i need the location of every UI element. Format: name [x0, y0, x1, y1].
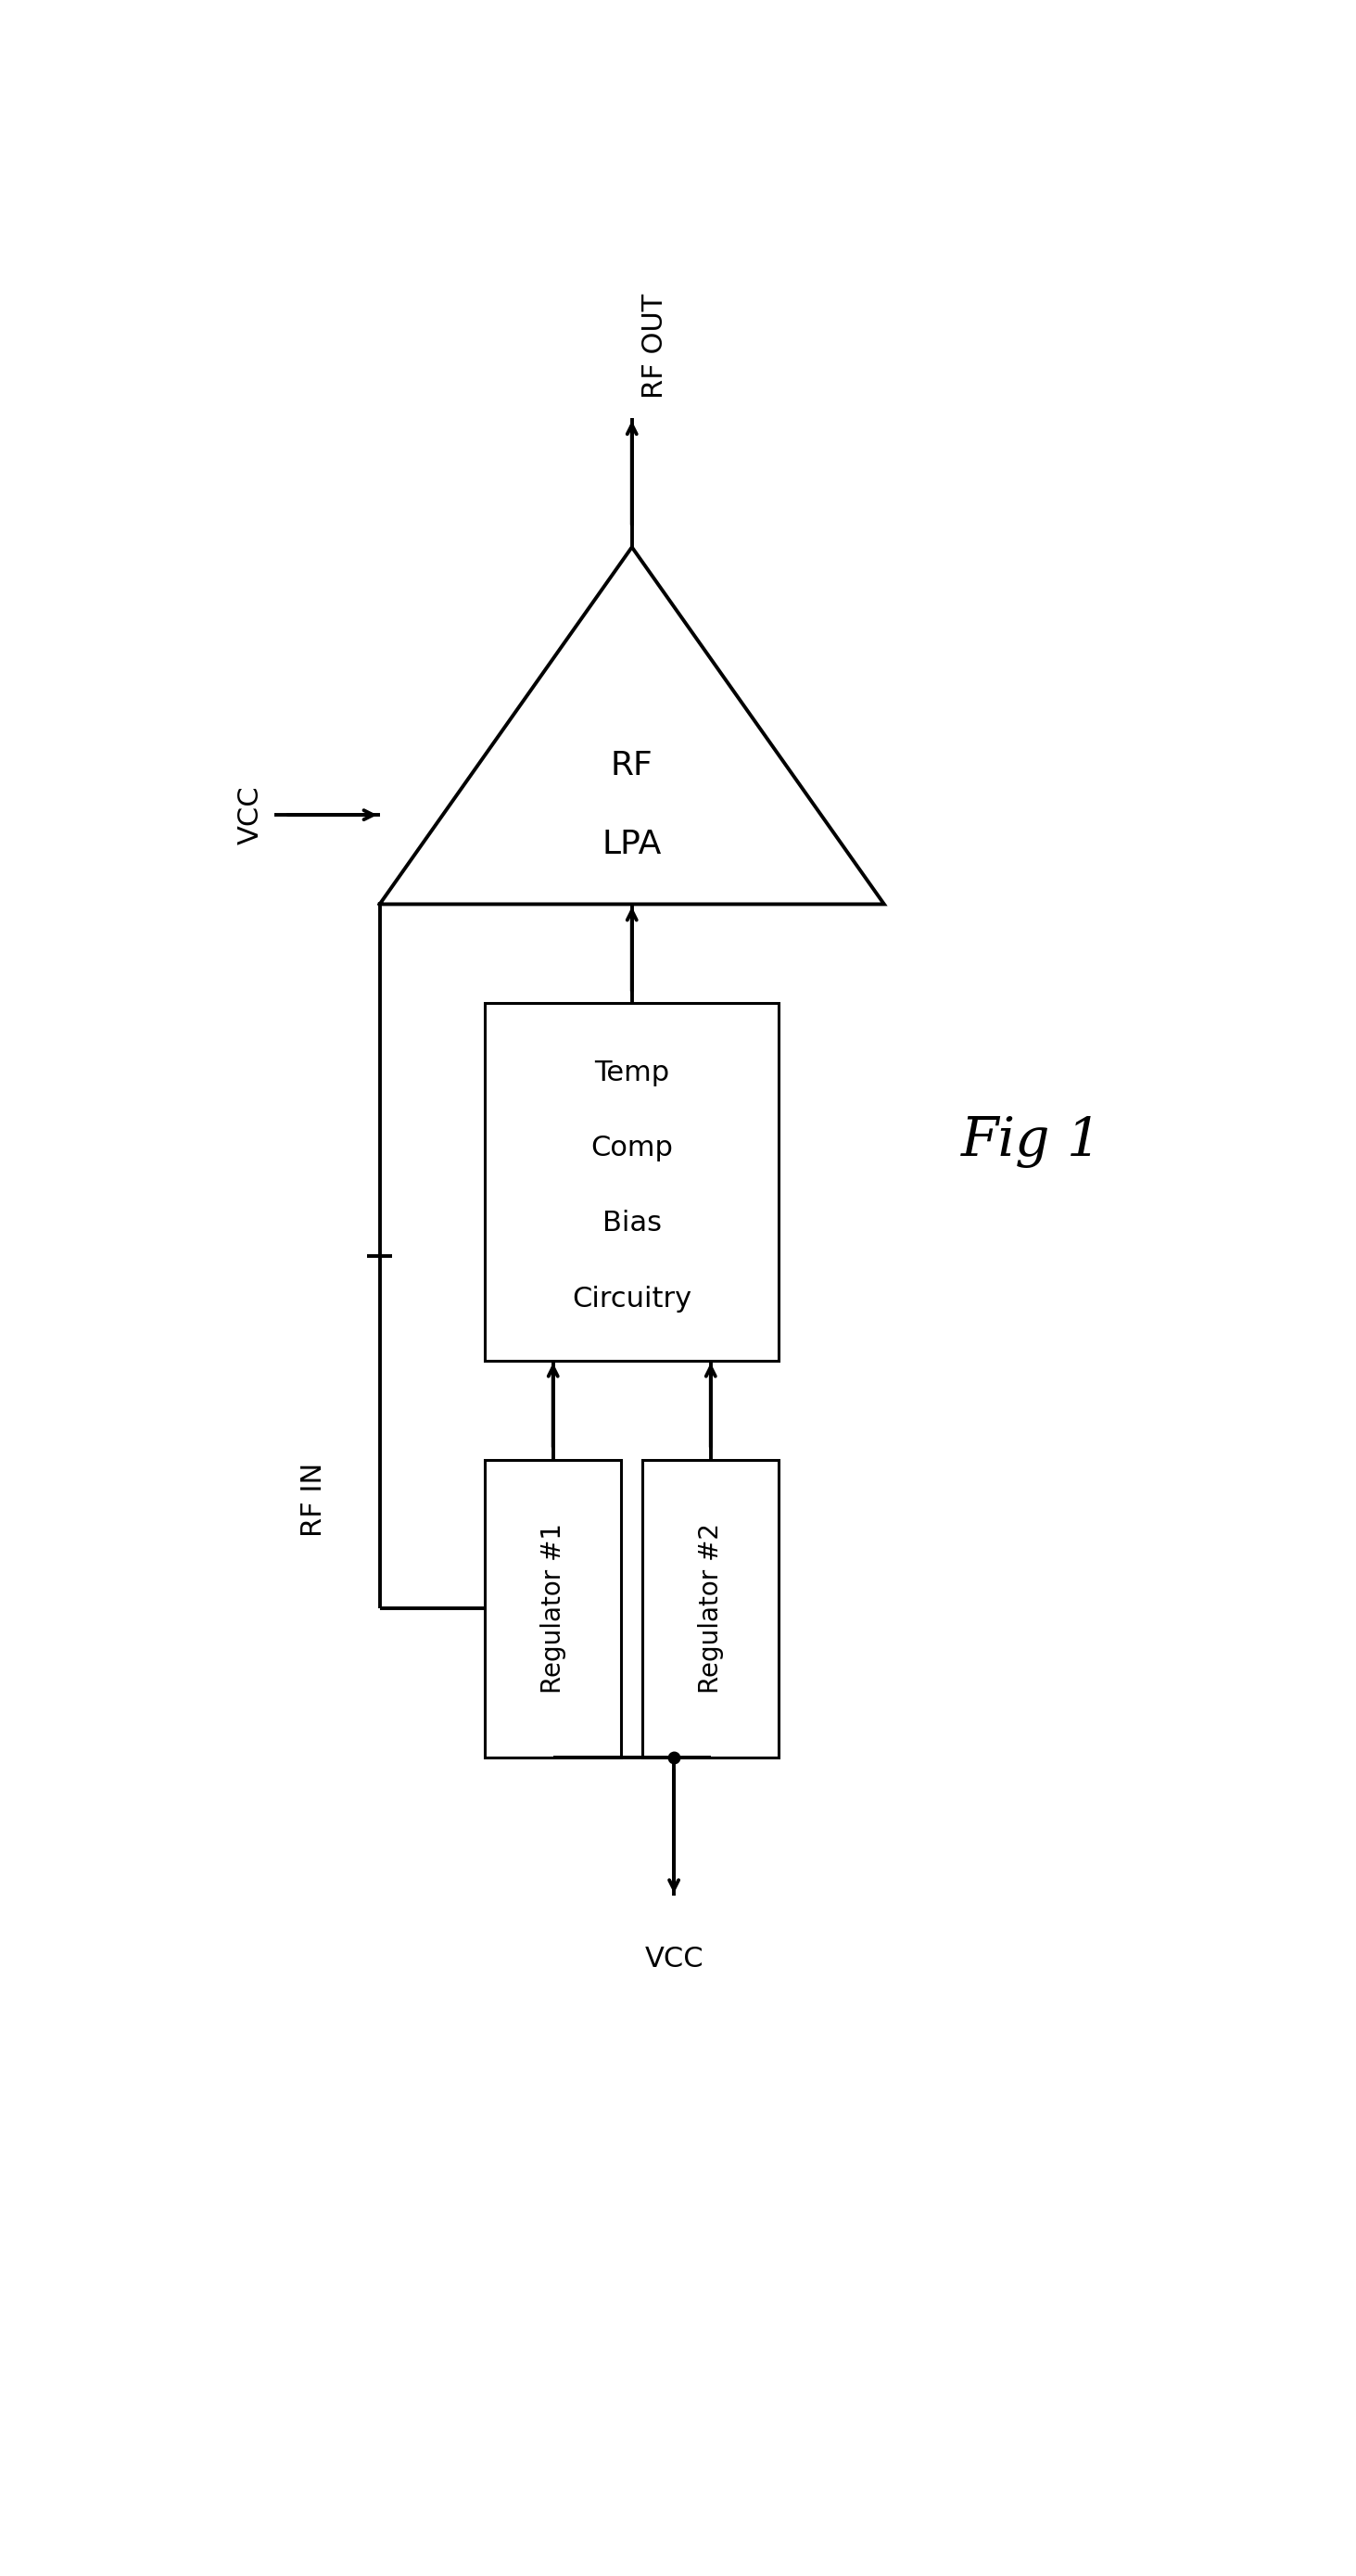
Text: Regulator #2: Regulator #2 — [698, 1522, 724, 1692]
Text: VCC: VCC — [644, 1945, 704, 1973]
Text: LPA: LPA — [602, 829, 662, 860]
Text: Comp: Comp — [591, 1133, 673, 1162]
Text: VCC: VCC — [237, 786, 264, 845]
Text: RF OUT: RF OUT — [641, 294, 669, 399]
Text: RF: RF — [610, 750, 654, 781]
Text: Fig 1: Fig 1 — [961, 1115, 1101, 1170]
Bar — [485, 1005, 780, 1360]
Text: Circuitry: Circuitry — [572, 1285, 692, 1311]
Text: Bias: Bias — [602, 1211, 662, 1236]
Text: RF IN: RF IN — [300, 1463, 327, 1535]
Bar — [643, 1461, 780, 1757]
Bar — [485, 1461, 621, 1757]
Text: Regulator #1: Regulator #1 — [540, 1522, 565, 1692]
Text: Temp: Temp — [594, 1059, 670, 1087]
